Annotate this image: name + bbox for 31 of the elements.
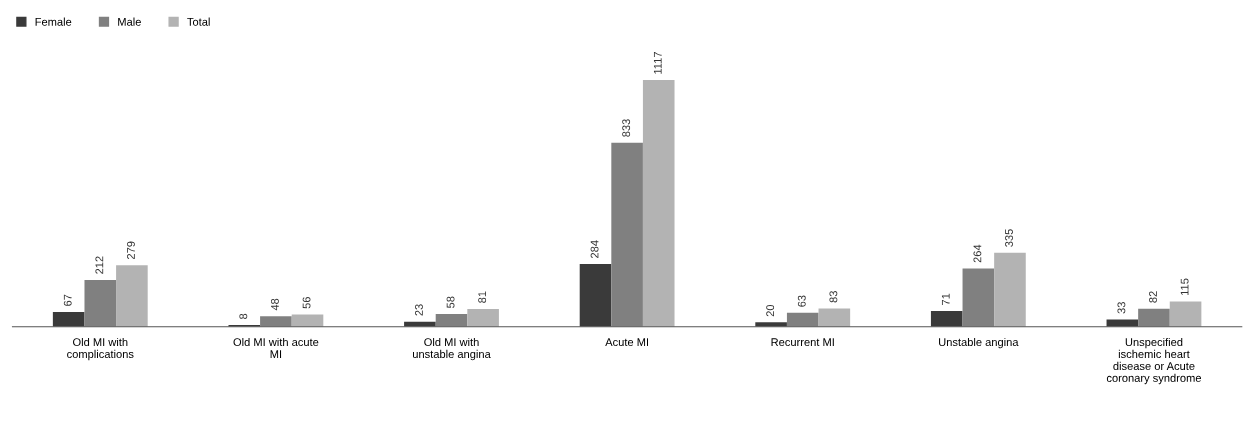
x-tick-label: Old MI with complications	[67, 337, 134, 361]
x-tick-label: Unspecified ischemic heart disease or Acute coronary syndrome	[1106, 337, 1202, 385]
data-label: 279	[127, 241, 135, 260]
data-label: 81	[478, 291, 487, 303]
data-label: 56	[302, 296, 311, 309]
data-label: 23	[415, 304, 423, 316]
data-label: 284	[590, 240, 599, 258]
data-label: 63	[797, 295, 806, 307]
data-label: 33	[1117, 302, 1126, 314]
x-tick-label: Acute MI	[605, 338, 649, 347]
data-label: 264	[973, 244, 982, 263]
x-tick-label: Old MI with acute MI	[233, 337, 319, 358]
x-tick-label: Recurrent MI	[771, 338, 834, 347]
data-label: 8	[239, 313, 248, 319]
data-label: 71	[941, 293, 950, 305]
x-tick-label: Unstable angina	[939, 337, 1019, 349]
data-label: 335	[1005, 229, 1013, 247]
legend-label: Total	[187, 17, 210, 26]
data-label: 83	[829, 291, 838, 303]
legend-label: Male	[118, 17, 141, 26]
data-label: 58	[446, 296, 455, 308]
data-label: 1117	[653, 52, 662, 74]
data-label: 115	[1180, 278, 1189, 295]
data-label: 20	[766, 304, 775, 317]
data-label: 67	[63, 294, 72, 306]
data-label: 48	[271, 298, 279, 311]
data-label: 212	[95, 256, 104, 274]
data-label: 833	[622, 119, 631, 137]
x-tick-label: Old MI with unstable angina	[413, 337, 491, 361]
legend-label: Female	[35, 17, 72, 26]
data-label: 82	[1149, 291, 1157, 303]
